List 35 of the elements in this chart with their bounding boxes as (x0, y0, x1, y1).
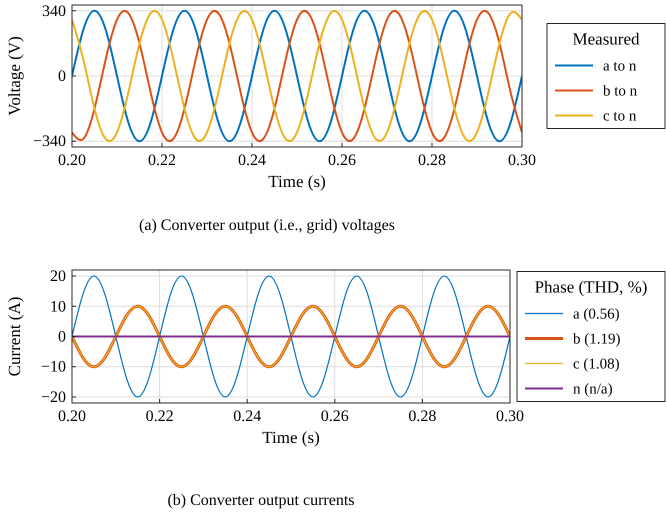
y-axis-title: Voltage (V) (5, 36, 24, 116)
legend-label: a to n (603, 58, 637, 74)
legend-label: b (1.19) (573, 332, 620, 348)
x-tick-label: 0.20 (58, 408, 86, 425)
x-tick-label: 0.24 (233, 408, 262, 425)
text: (a) Converter output (i.e., grid) voltages (139, 217, 395, 234)
x-tick-label: 0.30 (508, 152, 536, 169)
x-axis-title: Time (s) (268, 172, 326, 191)
x-tick-label: 0.28 (418, 152, 446, 169)
y-axis-title: Current (A) (5, 296, 24, 376)
legend-label: a (0.56) (573, 306, 620, 322)
x-axis-title: Time (s) (262, 428, 320, 447)
x-tick-label: 0.20 (58, 152, 86, 169)
y-tick-label: −20 (40, 388, 66, 406)
x-tick-label: 0.24 (238, 152, 266, 169)
x-tick-label: 0.30 (496, 408, 524, 425)
text: (b) Converter output currents (167, 492, 355, 509)
x-tick-label: 0.22 (146, 408, 174, 425)
y-tick-label: 0 (58, 328, 66, 346)
y-tick-label: 340 (42, 2, 66, 20)
legend-label: n (n/a) (573, 382, 613, 398)
y-tick-label: 20 (50, 268, 66, 286)
y-tick-label: 10 (50, 298, 66, 316)
x-tick-label: 0.28 (408, 408, 436, 425)
y-tick-label: 0 (58, 68, 66, 85)
legend-label: b to n (603, 84, 638, 100)
x-tick-label: 0.26 (320, 408, 349, 425)
x-tick-label: 0.26 (328, 152, 356, 169)
legend-label: c to n (603, 108, 637, 124)
legend-title: Measured (572, 30, 640, 48)
x-tick-label: 0.22 (148, 152, 176, 169)
y-tick-label: −340 (32, 133, 66, 150)
legend-label: c (1.08) (573, 356, 620, 372)
legend-title: Phase (THD, %) (534, 278, 648, 296)
y-tick-label: −10 (40, 358, 66, 376)
